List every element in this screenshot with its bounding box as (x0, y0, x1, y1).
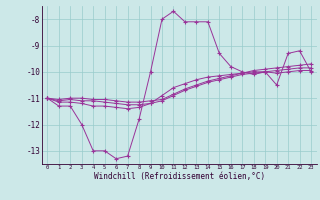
X-axis label: Windchill (Refroidissement éolien,°C): Windchill (Refroidissement éolien,°C) (94, 172, 265, 181)
